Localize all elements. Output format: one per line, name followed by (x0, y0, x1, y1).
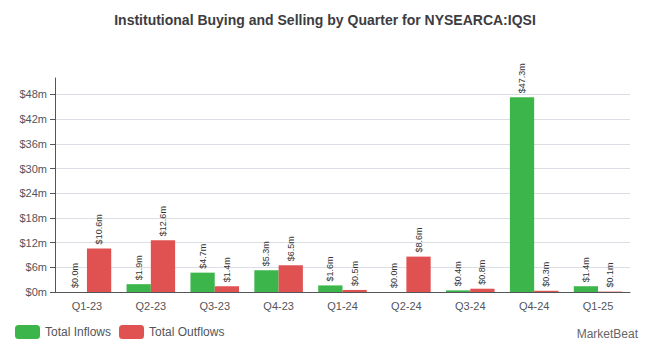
svg-text:MarketBeat: MarketBeat (577, 327, 639, 341)
svg-text:Q2-24: Q2-24 (391, 300, 422, 312)
svg-text:$12.6m: $12.6m (158, 206, 168, 236)
svg-text:$36m: $36m (19, 138, 47, 150)
svg-text:$0.3m: $0.3m (541, 262, 551, 287)
svg-text:$12m: $12m (19, 237, 47, 249)
svg-text:Q1-24: Q1-24 (327, 300, 358, 312)
svg-text:Q4-23: Q4-23 (263, 300, 294, 312)
svg-text:$0.8m: $0.8m (477, 260, 487, 285)
svg-text:$10.6m: $10.6m (94, 214, 104, 244)
svg-text:$0.4m: $0.4m (453, 261, 463, 286)
svg-text:$0m: $0m (26, 286, 47, 298)
svg-text:$0.1m: $0.1m (605, 263, 615, 288)
svg-text:$6.5m: $6.5m (286, 236, 296, 261)
svg-text:$5.3m: $5.3m (261, 241, 271, 266)
svg-text:$1.4m: $1.4m (581, 257, 591, 282)
svg-text:$0.5m: $0.5m (350, 261, 360, 286)
svg-text:Institutional Buying and Selli: Institutional Buying and Selling by Quar… (114, 12, 536, 28)
svg-text:$1.9m: $1.9m (134, 255, 144, 280)
svg-text:Q1-25: Q1-25 (583, 300, 614, 312)
svg-text:$0.0m: $0.0m (70, 263, 80, 288)
svg-text:$42m: $42m (19, 113, 47, 125)
svg-text:Q2-23: Q2-23 (136, 300, 167, 312)
svg-text:$24m: $24m (19, 187, 47, 199)
svg-text:Q4-24: Q4-24 (519, 300, 550, 312)
svg-text:$8.6m: $8.6m (414, 228, 424, 253)
svg-text:$18m: $18m (19, 212, 47, 224)
svg-text:$6m: $6m (26, 261, 47, 273)
svg-text:Total Inflows: Total Inflows (45, 325, 111, 339)
svg-text:Total Outflows: Total Outflows (149, 325, 224, 339)
svg-text:$47.3m: $47.3m (517, 63, 527, 93)
svg-text:$4.7m: $4.7m (198, 244, 208, 269)
svg-text:$1.4m: $1.4m (222, 257, 232, 282)
svg-text:Q3-24: Q3-24 (455, 300, 486, 312)
svg-text:$0.0m: $0.0m (389, 263, 399, 288)
svg-text:Q1-23: Q1-23 (72, 300, 103, 312)
svg-text:Q3-23: Q3-23 (199, 300, 230, 312)
svg-text:$30m: $30m (19, 163, 47, 175)
svg-text:$1.6m: $1.6m (325, 256, 335, 281)
svg-text:$48m: $48m (19, 88, 47, 100)
